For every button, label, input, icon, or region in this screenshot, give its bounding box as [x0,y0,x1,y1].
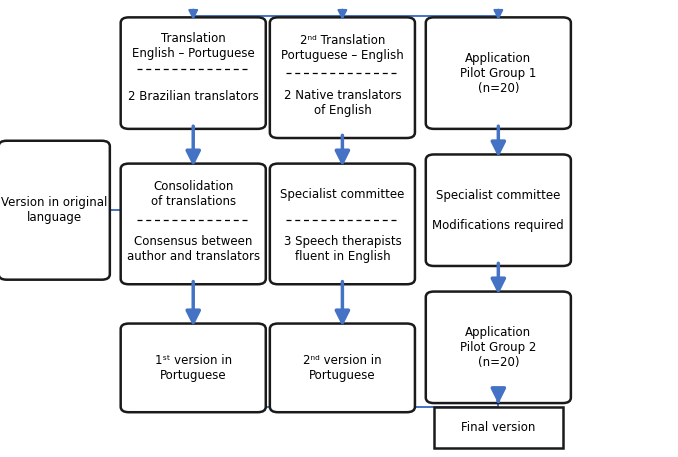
Text: Specialist committee

Modifications required: Specialist committee Modifications requi… [433,189,564,232]
Text: Translation
English – Portuguese: Translation English – Portuguese [132,32,255,60]
FancyBboxPatch shape [426,17,571,129]
Text: Final version: Final version [461,421,536,434]
Text: Specialist committee: Specialist committee [280,188,405,201]
Text: 1ˢᵗ version in
Portuguese: 1ˢᵗ version in Portuguese [155,354,232,382]
FancyBboxPatch shape [0,141,110,280]
FancyBboxPatch shape [270,324,415,412]
Text: 2ⁿᵈ version in
Portuguese: 2ⁿᵈ version in Portuguese [303,354,382,382]
FancyBboxPatch shape [121,164,266,284]
FancyBboxPatch shape [434,407,563,448]
FancyBboxPatch shape [426,292,571,403]
Text: Application
Pilot Group 1
(n=20): Application Pilot Group 1 (n=20) [460,52,536,95]
Text: 2 Native translators
of English: 2 Native translators of English [283,89,401,117]
Text: Application
Pilot Group 2
(n=20): Application Pilot Group 2 (n=20) [460,326,536,369]
FancyBboxPatch shape [426,154,571,266]
Text: 3 Speech therapists
fluent in English: 3 Speech therapists fluent in English [283,235,401,263]
FancyBboxPatch shape [121,324,266,412]
Text: 2 Brazilian translators: 2 Brazilian translators [128,90,258,103]
Text: 2ⁿᵈ Translation
Portuguese – English: 2ⁿᵈ Translation Portuguese – English [281,34,404,62]
Text: Consolidation
of translations: Consolidation of translations [151,181,236,208]
FancyBboxPatch shape [270,17,415,138]
FancyBboxPatch shape [270,164,415,284]
FancyBboxPatch shape [121,17,266,129]
Text: Version in original
language: Version in original language [1,196,107,224]
Text: Consensus between
author and translators: Consensus between author and translators [127,235,260,263]
